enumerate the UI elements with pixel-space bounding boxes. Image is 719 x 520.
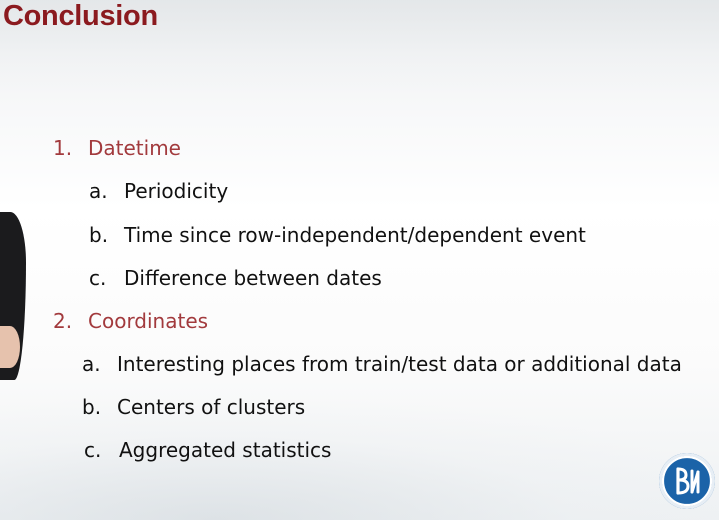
item-text: Centers of clusters: [117, 395, 306, 419]
list-item-time-since-event: b. Time since row-independent/dependent e…: [89, 222, 586, 248]
section-label: Datetime: [88, 136, 181, 160]
section-coordinates: 2. Coordinates: [53, 308, 208, 334]
list-item-difference-dates: c. Difference between dates: [89, 265, 382, 291]
item-text: Time since row-independent/dependent eve…: [124, 223, 586, 247]
section-datetime: 1. Datetime: [53, 135, 181, 161]
item-text: Interesting places from train/test data …: [117, 352, 682, 376]
item-letter: c.: [89, 266, 107, 290]
item-text: Difference between dates: [124, 266, 382, 290]
presenter-hand: [0, 326, 20, 368]
item-letter: b.: [89, 223, 109, 247]
list-item-periodicity: a. Periodicity: [89, 178, 228, 204]
background-bottom: [0, 400, 719, 520]
list-item-interesting-places: a. Interesting places from train/test dat…: [82, 351, 682, 377]
slide-title: Conclusion: [3, 0, 158, 32]
item-letter: b.: [82, 395, 102, 419]
section-label: Coordinates: [88, 309, 209, 333]
section-number: 1.: [53, 136, 73, 160]
list-item-aggregated-statistics: c. Aggregated statistics: [84, 437, 331, 463]
item-text: Aggregated statistics: [119, 438, 332, 462]
item-letter: a.: [89, 179, 108, 203]
list-item-centers-clusters: b. Centers of clusters: [82, 394, 305, 420]
section-number: 2.: [53, 309, 73, 333]
background-top: [0, 0, 719, 95]
item-letter: c.: [84, 438, 102, 462]
item-letter: a.: [82, 352, 101, 376]
university-logo-icon: [659, 453, 715, 509]
item-text: Periodicity: [124, 179, 229, 203]
